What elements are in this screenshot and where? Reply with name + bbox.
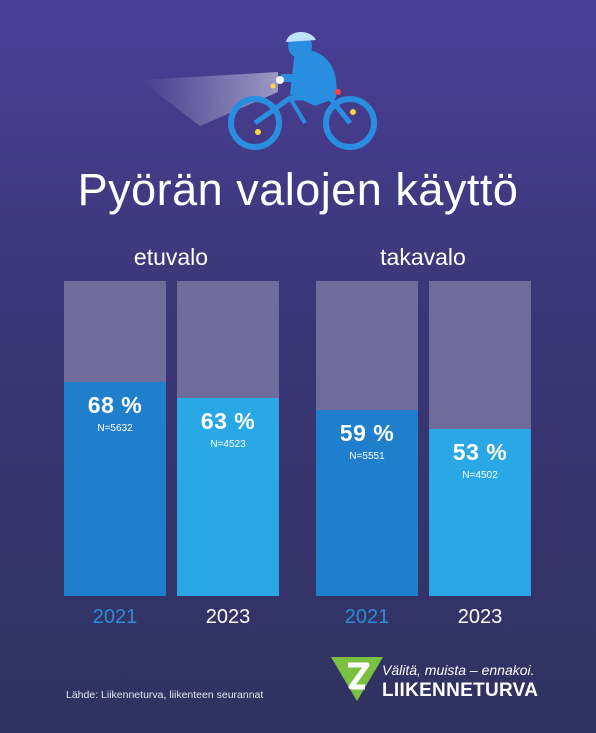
n-label-etuvalo-2023: N=4523 xyxy=(210,439,246,450)
value-label-etuvalo-2021: 68 % xyxy=(87,392,143,418)
source-note: Lähde: Liikenneturva, liikenteen seurann… xyxy=(66,689,264,701)
year-label-etuvalo-2023: 2023 xyxy=(205,606,251,628)
n-label-takavalo-2021: N=5551 xyxy=(349,451,385,462)
group-label-etuvalo: etuvalo xyxy=(133,244,209,270)
year-label-etuvalo-2021: 2021 xyxy=(92,606,138,628)
bar-track-etuvalo-2023: 63 % N=4523 xyxy=(177,281,279,596)
value-label-etuvalo-2023: 63 % xyxy=(200,408,256,434)
value-label-takavalo-2023: 53 % xyxy=(452,439,508,465)
slogan: Välitä, muista – ennakoi. xyxy=(382,662,535,678)
n-label-takavalo-2023: N=4502 xyxy=(462,470,498,481)
brand-name: LIIKENNETURVA xyxy=(382,680,539,701)
bar-etuvalo-2021 xyxy=(64,382,166,596)
bar-track-etuvalo-2021: 68 % N=5632 xyxy=(64,281,166,596)
group-label-takavalo: takavalo xyxy=(380,244,466,270)
n-label-etuvalo-2021: N=5632 xyxy=(97,423,133,434)
bar-takavalo-2021 xyxy=(316,410,418,596)
year-label-takavalo-2021: 2021 xyxy=(344,606,390,628)
bar-track-takavalo-2021: 59 % N=5551 xyxy=(316,281,418,596)
year-label-takavalo-2023: 2023 xyxy=(457,606,503,628)
bar-etuvalo-2023 xyxy=(177,398,279,596)
value-label-takavalo-2021: 59 % xyxy=(339,420,395,446)
cyclist-with-light-icon xyxy=(140,31,377,150)
liikenneturva-logo-icon xyxy=(331,657,383,701)
bar-track-takavalo-2023: 53 % N=4502 xyxy=(429,281,531,596)
bar-takavalo-2023 xyxy=(429,429,531,596)
page-title: Pyörän valojen käyttö xyxy=(77,164,519,215)
